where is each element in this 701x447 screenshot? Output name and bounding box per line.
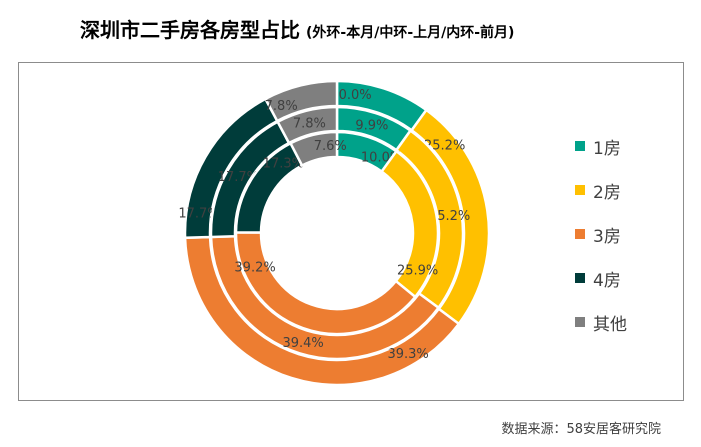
legend-swatch <box>575 273 585 283</box>
legend-label: 3房 <box>593 226 621 247</box>
chart-title: 深圳市二手房各房型占比 (外环-本月/中环-上月/内环-前月) <box>80 14 514 43</box>
data-label-inner-2: 39.2% <box>234 260 275 275</box>
slice-inner-4 <box>288 130 339 168</box>
data-label-middle-3: 17.7% <box>218 170 259 185</box>
data-label-inner-3: 17.3% <box>263 157 304 172</box>
legend-swatch <box>575 317 585 327</box>
legend: 1房 2房 3房 4房其他 <box>575 124 627 344</box>
legend-item: 1房 <box>575 124 627 168</box>
legend-item: 2房 <box>575 168 627 212</box>
legend-label: 4房 <box>593 270 621 291</box>
data-label-middle-1: 25.2% <box>429 209 470 224</box>
legend-swatch <box>575 185 585 195</box>
legend-swatch <box>575 229 585 239</box>
legend-label: 其他 <box>593 314 627 335</box>
data-label-middle-2: 39.4% <box>282 336 323 351</box>
legend-label: 1房 <box>593 138 621 159</box>
legend-item: 其他 <box>575 300 627 344</box>
subtitle-text: (外环-本月/中环-上月/内环-前月) <box>306 25 515 41</box>
data-label-outer-0: 10.0% <box>330 88 371 103</box>
data-label-outer-2: 39.3% <box>387 347 428 362</box>
data-label-inner-4: 7.6% <box>314 139 347 154</box>
data-label-outer-4: 7.8% <box>265 99 298 114</box>
legend-label: 2房 <box>593 182 621 203</box>
data-label-outer-1: 25.2% <box>424 138 465 153</box>
data-label-middle-0: 9.9% <box>355 118 388 133</box>
data-label-middle-4: 7.8% <box>293 116 326 131</box>
data-label-outer-3: 17.7% <box>178 207 219 222</box>
chart-frame <box>18 62 684 401</box>
legend-item: 4房 <box>575 256 627 300</box>
data-label-inner-1: 25.9% <box>397 263 438 278</box>
legend-swatch <box>575 141 585 151</box>
source-note: 数据来源：58安居客研究院 <box>501 422 661 437</box>
legend-item: 3房 <box>575 212 627 256</box>
title-text: 深圳市二手房各房型占比 <box>80 18 300 42</box>
